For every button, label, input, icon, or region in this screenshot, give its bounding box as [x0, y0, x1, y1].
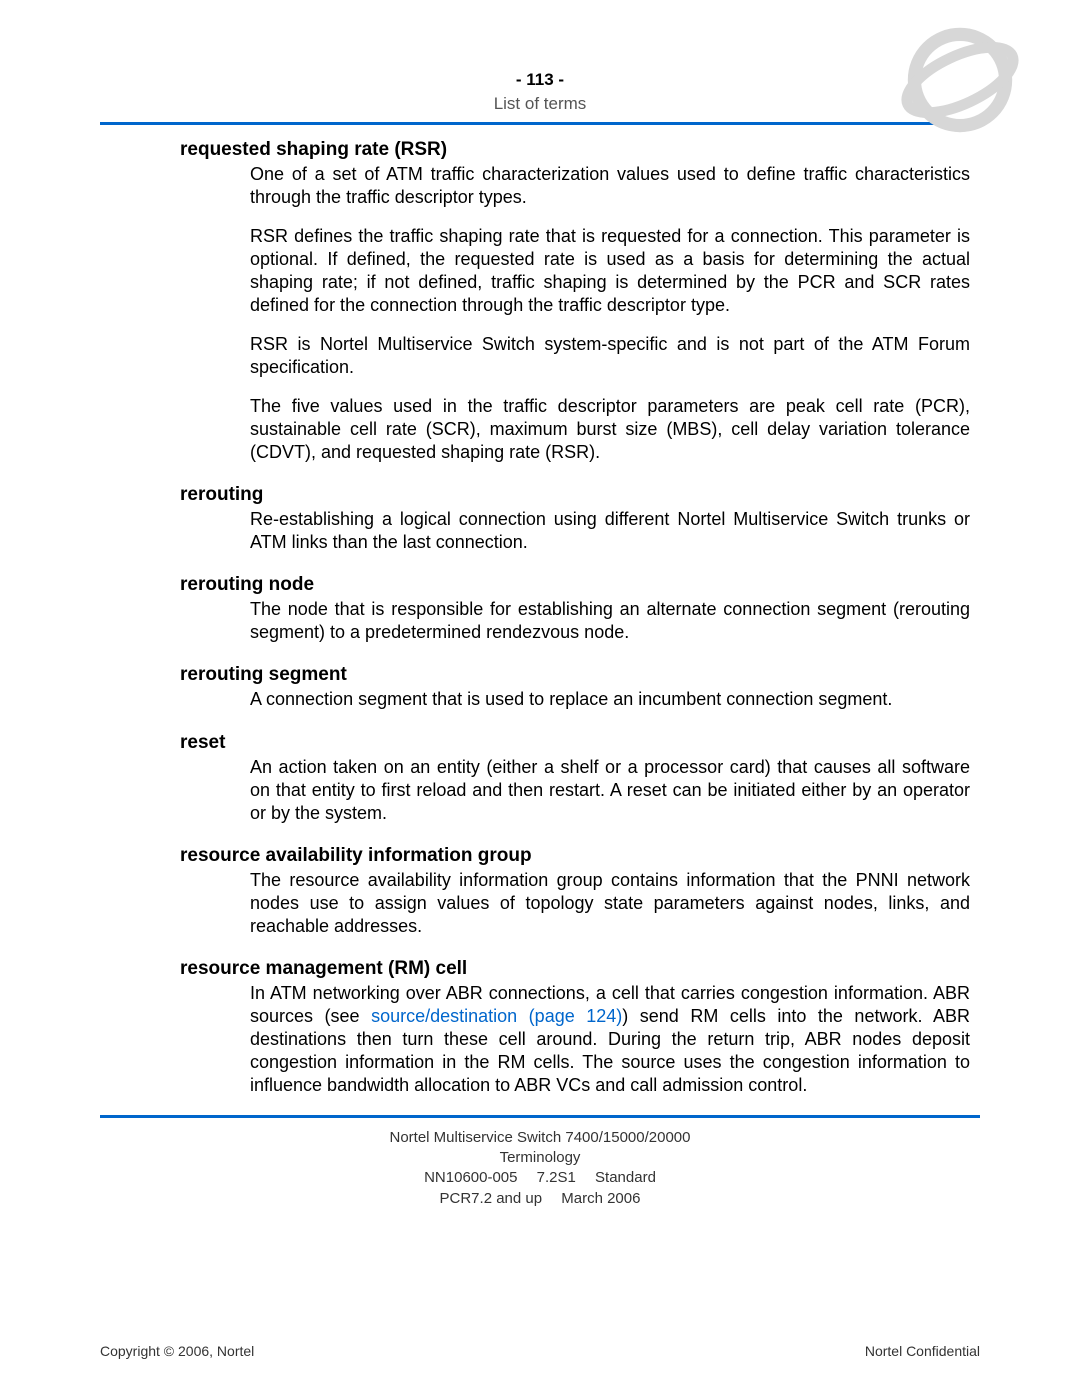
term-definition: The resource availability information gr…	[110, 869, 970, 938]
term-heading: rerouting	[110, 484, 970, 506]
top-rule	[100, 122, 980, 125]
term-definition: The node that is responsible for establi…	[110, 598, 970, 644]
term-heading: rerouting node	[110, 574, 970, 596]
page-header: - 113 - List of terms	[100, 70, 980, 114]
footer-line-4: PCR7.2 and up March 2006	[100, 1189, 980, 1209]
document-page: - 113 - List of terms requested shaping …	[0, 0, 1080, 1397]
term-heading: resource management (RM) cell	[110, 958, 970, 980]
term-definition: One of a set of ATM traffic characteriza…	[110, 163, 970, 209]
copyright-text: Copyright © 2006, Nortel	[100, 1343, 254, 1359]
term-definition: An action taken on an entity (either a s…	[110, 756, 970, 825]
footer-line-2: Terminology	[100, 1148, 980, 1168]
term-definition: The five values used in the traffic desc…	[110, 395, 970, 464]
cross-ref-link[interactable]: source/destination (page 124)	[371, 1006, 622, 1026]
nortel-logo	[900, 20, 1020, 140]
footer-block: Nortel Multiservice Switch 7400/15000/20…	[100, 1128, 980, 1209]
confidential-text: Nortel Confidential	[865, 1343, 980, 1359]
term-heading: reset	[110, 732, 970, 754]
term-heading: rerouting segment	[110, 664, 970, 686]
term-definition: A connection segment that is used to rep…	[110, 688, 970, 711]
term-heading: resource availability information group	[110, 845, 970, 867]
term-heading: requested shaping rate (RSR)	[110, 139, 970, 161]
term-definition: RSR is Nortel Multiservice Switch system…	[110, 333, 970, 379]
footer-line-1: Nortel Multiservice Switch 7400/15000/20…	[100, 1128, 980, 1148]
section-title: List of terms	[100, 94, 980, 114]
content-area: requested shaping rate (RSR)One of a set…	[100, 139, 980, 1097]
bottom-rule	[100, 1115, 980, 1118]
footer-line-3: NN10600-005 7.2S1 Standard	[100, 1168, 980, 1188]
term-definition: Re-establishing a logical connection usi…	[110, 508, 970, 554]
page-number: - 113 -	[100, 70, 980, 90]
term-definition: In ATM networking over ABR connections, …	[110, 982, 970, 1097]
footer-line: Copyright © 2006, Nortel Nortel Confiden…	[100, 1343, 980, 1359]
term-definition: RSR defines the traffic shaping rate tha…	[110, 225, 970, 317]
